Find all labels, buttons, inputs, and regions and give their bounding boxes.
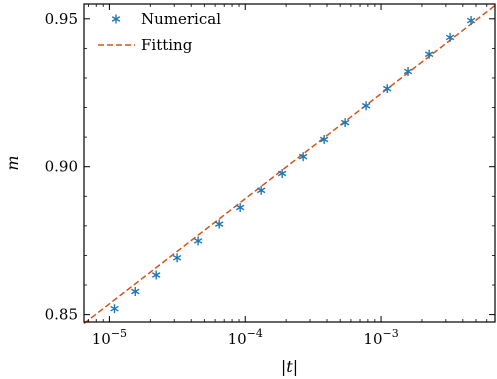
data-point <box>235 203 245 213</box>
axis-ticks <box>84 4 495 322</box>
data-point <box>131 287 140 297</box>
data-point <box>256 185 266 195</box>
plot-frame <box>83 3 496 323</box>
legend: Numerical Fitting <box>98 10 221 54</box>
legend-marker-numerical <box>111 14 121 24</box>
data-point <box>319 134 329 144</box>
legend-label-fitting: Fitting <box>141 36 193 54</box>
data-point <box>298 152 308 162</box>
y-tick-label: 0.85 <box>45 306 78 324</box>
data-point <box>172 253 182 263</box>
data-point <box>361 101 371 111</box>
legend-asterisk <box>111 14 121 24</box>
data-point <box>382 84 392 94</box>
data-point <box>151 270 161 280</box>
data-point <box>193 236 203 246</box>
x-axis-label: |t| <box>281 357 298 376</box>
tick-labels: 10−5 10−4 10−3 0.85 0.90 0.95 <box>45 10 399 348</box>
y-tick-label: 0.90 <box>45 158 78 176</box>
plot-area <box>83 4 496 325</box>
y-tick-label: 0.95 <box>45 10 78 28</box>
x-tick-label: 10−4 <box>228 327 263 348</box>
x-tick-label: 10−3 <box>363 327 398 348</box>
data-point <box>445 32 455 42</box>
fitting-line <box>83 4 496 325</box>
data-point <box>340 118 350 128</box>
data-point <box>466 16 476 26</box>
legend-label-numerical: Numerical <box>141 10 221 28</box>
y-axis-label: m <box>3 155 22 170</box>
data-point <box>214 219 224 229</box>
data-point <box>424 49 434 59</box>
x-tick-label: 10−5 <box>92 327 127 348</box>
data-point <box>110 304 119 314</box>
data-point <box>277 169 287 179</box>
data-point <box>403 66 413 76</box>
